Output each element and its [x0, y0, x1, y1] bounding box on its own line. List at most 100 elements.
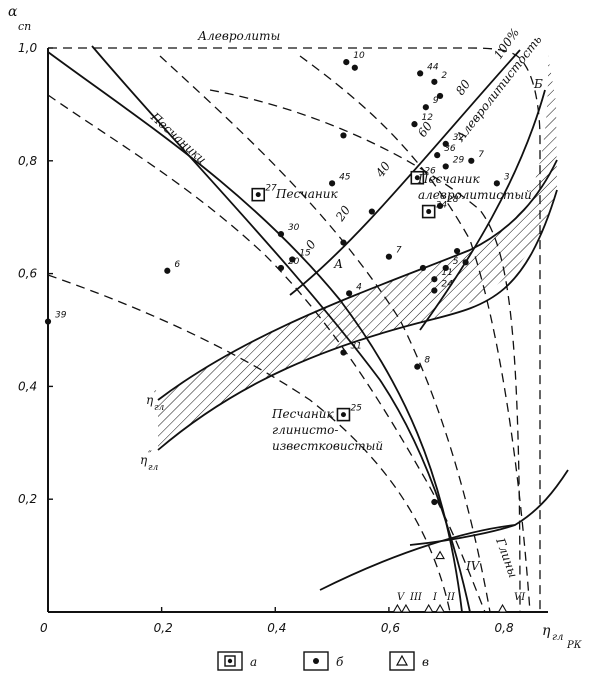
data-point-label: 44	[427, 62, 439, 72]
legend-label-c: в	[422, 655, 429, 669]
data-point-label: 31	[350, 342, 361, 352]
data-point-label: 28	[447, 195, 459, 205]
clay-band-hatch	[158, 55, 557, 450]
data-point-triangle	[435, 550, 445, 560]
label-eta2-sub: гл	[148, 463, 159, 473]
data-point-dot	[411, 121, 418, 128]
data-point-dot	[346, 290, 353, 297]
label-sandstone-clay-3: известковистый	[272, 439, 383, 453]
data-point-dot	[343, 59, 350, 66]
data-point-square-dot	[340, 412, 346, 418]
label-eta2-prime: ″	[148, 450, 152, 461]
data-point-dot	[422, 104, 429, 111]
label-roman-vi: VI	[514, 592, 526, 603]
eta-prime-curve	[157, 159, 558, 401]
data-point-dot	[462, 259, 469, 266]
data-point-label: 15	[299, 249, 311, 259]
label-roman-i: I	[432, 592, 438, 603]
x-tick-label: 0	[40, 621, 48, 635]
y-tick-label: 1,0	[18, 41, 37, 55]
label-gliny: Глины	[493, 535, 521, 579]
data-point-dot	[434, 152, 441, 159]
data-point-dot	[417, 70, 424, 77]
label-roman-v: V	[397, 592, 406, 603]
data-point-dot	[351, 64, 358, 71]
lower-clay-line-1	[319, 469, 569, 591]
data-point-square-dot	[414, 175, 420, 181]
data-point-label: 10	[353, 51, 365, 61]
data-point-label: 3	[504, 172, 510, 182]
data-point-label: 29	[453, 155, 465, 165]
label-eta1: η	[146, 393, 154, 407]
y-axis-title: α	[8, 4, 18, 20]
x-tick-label: 0,2	[154, 621, 173, 635]
label-aleurolity: Алевролиты	[197, 29, 280, 43]
label-pct-80: 80	[453, 77, 473, 98]
data-point-dot	[44, 318, 52, 325]
data-point-dot	[431, 276, 438, 283]
data-point-label: 27	[265, 184, 277, 194]
data-point-dot	[328, 180, 336, 187]
aleurolite-boundary	[48, 47, 541, 612]
data-point-label: 7	[396, 246, 402, 256]
data-point-label: 6	[174, 260, 180, 270]
x-axis-title-sub: гл	[552, 632, 563, 643]
data-point-triangle	[401, 603, 411, 613]
data-point-dot	[436, 202, 444, 210]
label-roman-ii: II	[446, 592, 456, 603]
data-point-dot	[453, 247, 461, 255]
x-tick-label: 0,4	[267, 621, 286, 635]
legend: а б в	[217, 651, 429, 671]
data-point-label: 2	[441, 71, 447, 81]
label-eta2: η	[140, 453, 148, 467]
dashed-curve-1	[47, 94, 486, 613]
data-point-dot	[414, 363, 421, 370]
data-point-label: 25	[350, 404, 362, 414]
data-point-dot	[493, 180, 500, 187]
label-roman-iv: IV	[465, 559, 481, 573]
data-point-dot	[442, 163, 449, 170]
label-peschaniki: Песчаники	[147, 109, 209, 167]
data-point-dot	[385, 253, 393, 260]
label-sandstone: Песчаник	[275, 187, 339, 201]
data-point-label: 8	[424, 356, 430, 366]
legend-icon-a-dot	[227, 658, 233, 664]
legend-icon-b	[313, 658, 319, 664]
data-point-label: 7	[478, 150, 484, 160]
aleurolitistost-line-main	[289, 49, 521, 296]
data-point-dot	[340, 239, 347, 246]
data-point-dot	[431, 498, 438, 506]
data-point-triangle	[423, 603, 434, 613]
data-point-dot	[277, 264, 285, 272]
data-point-triangle	[435, 603, 445, 613]
legend-label-b: б	[336, 655, 344, 669]
x-tick-label: 0,8	[495, 621, 514, 635]
sandstone-upper-curve	[47, 51, 463, 613]
data-point-dot	[289, 256, 296, 263]
data-point-label: 9	[433, 96, 439, 106]
data-point-square-dot	[255, 192, 261, 198]
y-tick-group: 0,2 0,4 0,6 0,8 1,0	[18, 41, 53, 506]
data-point-label: 36	[444, 144, 456, 154]
label-sandstone-clay-2: глинисто-	[272, 423, 338, 437]
data-point-dot	[431, 78, 438, 85]
dashed-curve-3	[159, 55, 491, 613]
data-point-label: 11	[441, 268, 452, 278]
legend-icon-a	[224, 655, 236, 667]
data-point-dot	[436, 92, 444, 100]
legend-label-a: а	[250, 655, 257, 669]
label-pct-20: 20	[332, 203, 353, 225]
aleurolitistost-line-b	[419, 89, 546, 331]
x-axis-title: η	[542, 623, 551, 639]
label-a: А	[333, 257, 343, 271]
label-sandstone-clay-1: Песчаник	[271, 407, 335, 421]
data-point-label: 24	[441, 280, 453, 290]
data-point-triangle	[392, 603, 403, 613]
y-tick-label: 0,4	[18, 379, 37, 393]
label-roman-iii: III	[409, 592, 423, 603]
label-eta1-sub: гл	[154, 403, 165, 413]
y-tick-label: 0,2	[18, 492, 37, 506]
lower-clay-line-2	[409, 524, 516, 546]
x-tick-label: 0,6	[381, 621, 400, 635]
